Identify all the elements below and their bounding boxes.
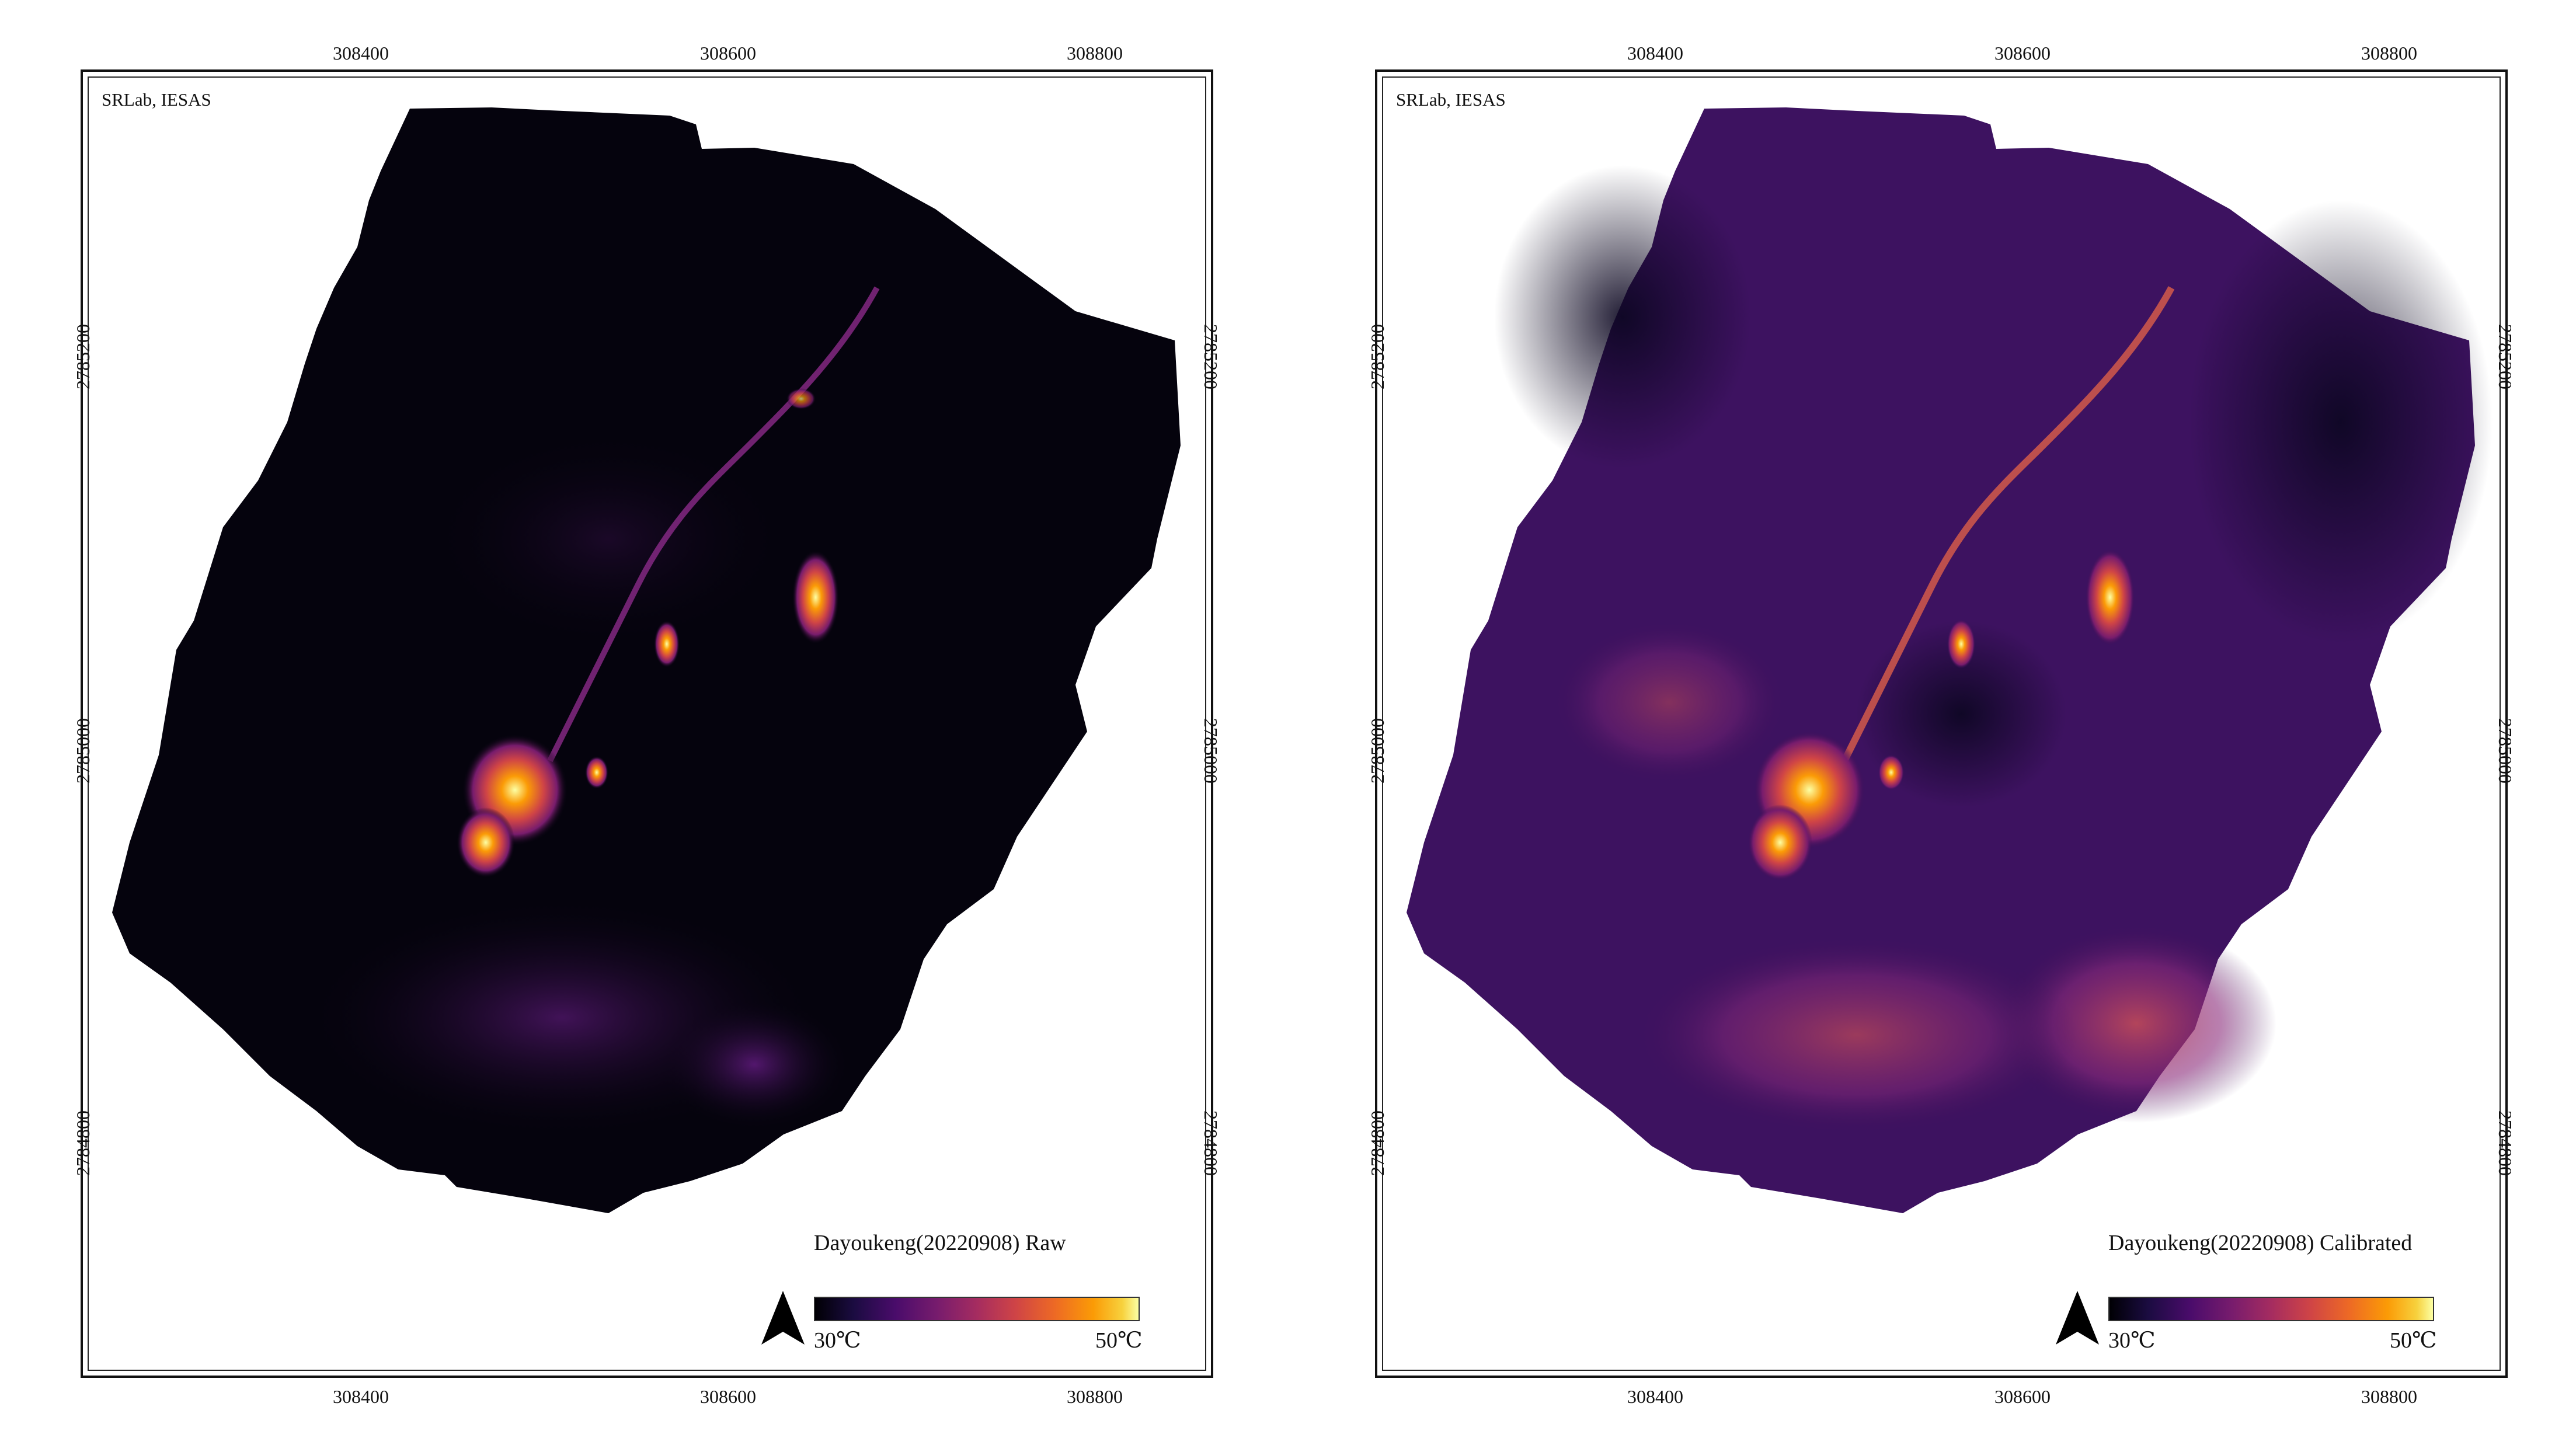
x-tick-bottom: 308800 [1067,1386,1123,1407]
map-title: Dayoukeng(20220908) Calibrated [2108,1231,2413,1255]
map-frame [88,76,1206,1371]
x-tick-top: 308800 [1067,43,1123,64]
credit-label: SRLab, IESAS [102,89,211,110]
credit-label: SRLab, IESAS [1396,89,1506,110]
map-title: Dayoukeng(20220908) Raw [814,1231,1066,1255]
x-tick-top: 308600 [1994,43,2051,64]
colorbar-min-label: 30℃ [2108,1328,2156,1353]
colorbar-max-label: 50℃ [1095,1328,1143,1353]
x-tick-top: 308400 [1627,43,1683,64]
colorbar [2108,1297,2434,1321]
x-tick-top: 308800 [2361,43,2417,64]
map-panel-raw: 308400 308600 308800 308400 308600 30880… [72,44,1221,1406]
north-arrow-icon [761,1291,805,1345]
colorbar [814,1297,1140,1321]
x-tick-bottom: 308400 [333,1386,389,1407]
thermal-map-calibrated [1407,107,2493,1213]
x-tick-bottom: 308400 [1627,1386,1683,1407]
map-panel-calibrated: 308400 308600 308800 308400 308600 30880… [1367,44,2516,1406]
x-tick-top: 308600 [700,43,756,64]
survey-area-raw [112,107,1181,1213]
map-frame [1382,76,2501,1371]
colorbar-min-label: 30℃ [814,1328,861,1353]
x-tick-bottom: 308600 [1994,1386,2051,1407]
north-arrow-icon [2056,1291,2099,1345]
colorbar-max-label: 50℃ [2390,1328,2437,1353]
thermal-map-raw [112,107,1181,1213]
x-tick-top: 308400 [333,43,389,64]
x-tick-bottom: 308800 [2361,1386,2417,1407]
x-tick-bottom: 308600 [700,1386,756,1407]
